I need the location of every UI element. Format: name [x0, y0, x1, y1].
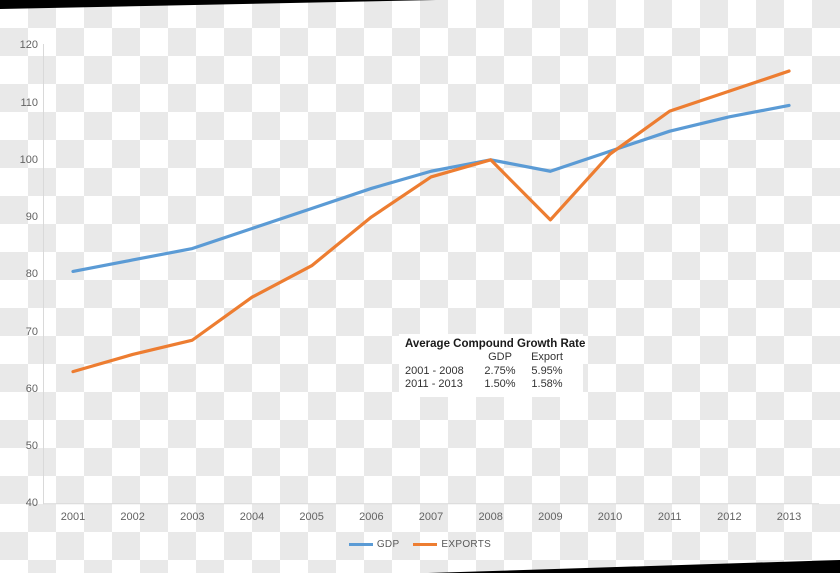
y-tick-label: 110	[20, 96, 38, 109]
x-tick-label: 2001	[60, 511, 86, 523]
x-tick-label: 2010	[597, 511, 623, 523]
x-tick-label: 2002	[120, 511, 145, 523]
y-tick-label: 120	[19, 39, 38, 52]
annotation-period: 2001 - 2008	[405, 364, 464, 377]
exports-line	[71, 69, 791, 374]
x-tick-label: 2009	[538, 511, 563, 523]
annotation-table: GDP Export 2001 - 2008 2.75% 5.95% 2011 …	[405, 351, 577, 392]
annotation-value: 2.75%	[484, 364, 516, 377]
annotation-value: 5.95%	[531, 364, 563, 377]
annotation-period: 2011 - 2013	[405, 378, 463, 390]
y-tick-label: 50	[25, 440, 38, 453]
annotation-value: 1.58%	[531, 378, 563, 390]
x-tick-label: 2006	[359, 511, 384, 523]
x-tick-label: 2004	[239, 511, 265, 523]
annotation-header-blank	[405, 351, 477, 365]
top-left-edge-artifact	[0, 0, 436, 9]
y-tick-label: 60	[25, 382, 38, 395]
legend-label: EXPORTS	[441, 538, 492, 550]
annotation-header-export: Export	[531, 351, 563, 363]
legend-label: GDP	[376, 538, 400, 550]
y-tick-label: 100	[19, 153, 38, 166]
annotation-value: 1.50%	[484, 378, 516, 390]
y-tick-label: 40	[25, 497, 38, 510]
x-tick-label: 2008	[478, 511, 503, 523]
legend-item-exports: EXPORTS	[413, 539, 491, 550]
y-tick-label: 90	[25, 211, 38, 224]
exports-legend-line-icon	[413, 542, 438, 546]
x-tick-label: 2012	[717, 511, 742, 523]
growth-rate-annotation: Average Compound Growth Rate GDP Export …	[399, 334, 586, 397]
x-tick-label: 2003	[180, 511, 205, 523]
annotation-title: Average Compound Growth Rate	[405, 338, 586, 350]
gdp-line	[71, 103, 791, 274]
y-tick-label: 70	[25, 325, 38, 338]
x-tick-label: 2005	[299, 511, 324, 523]
x-tick-label: 2007	[418, 511, 444, 523]
gdp-legend-line-icon	[348, 542, 373, 546]
chart-legend: GDP EXPORTS	[0, 537, 840, 551]
legend-item-gdp: GDP	[348, 538, 400, 550]
annotation-header-gdp: GDP	[488, 351, 512, 363]
y-tick-label: 80	[25, 268, 38, 281]
x-tick-label: 2011	[657, 511, 682, 523]
x-tick-label: 2013	[776, 511, 802, 523]
